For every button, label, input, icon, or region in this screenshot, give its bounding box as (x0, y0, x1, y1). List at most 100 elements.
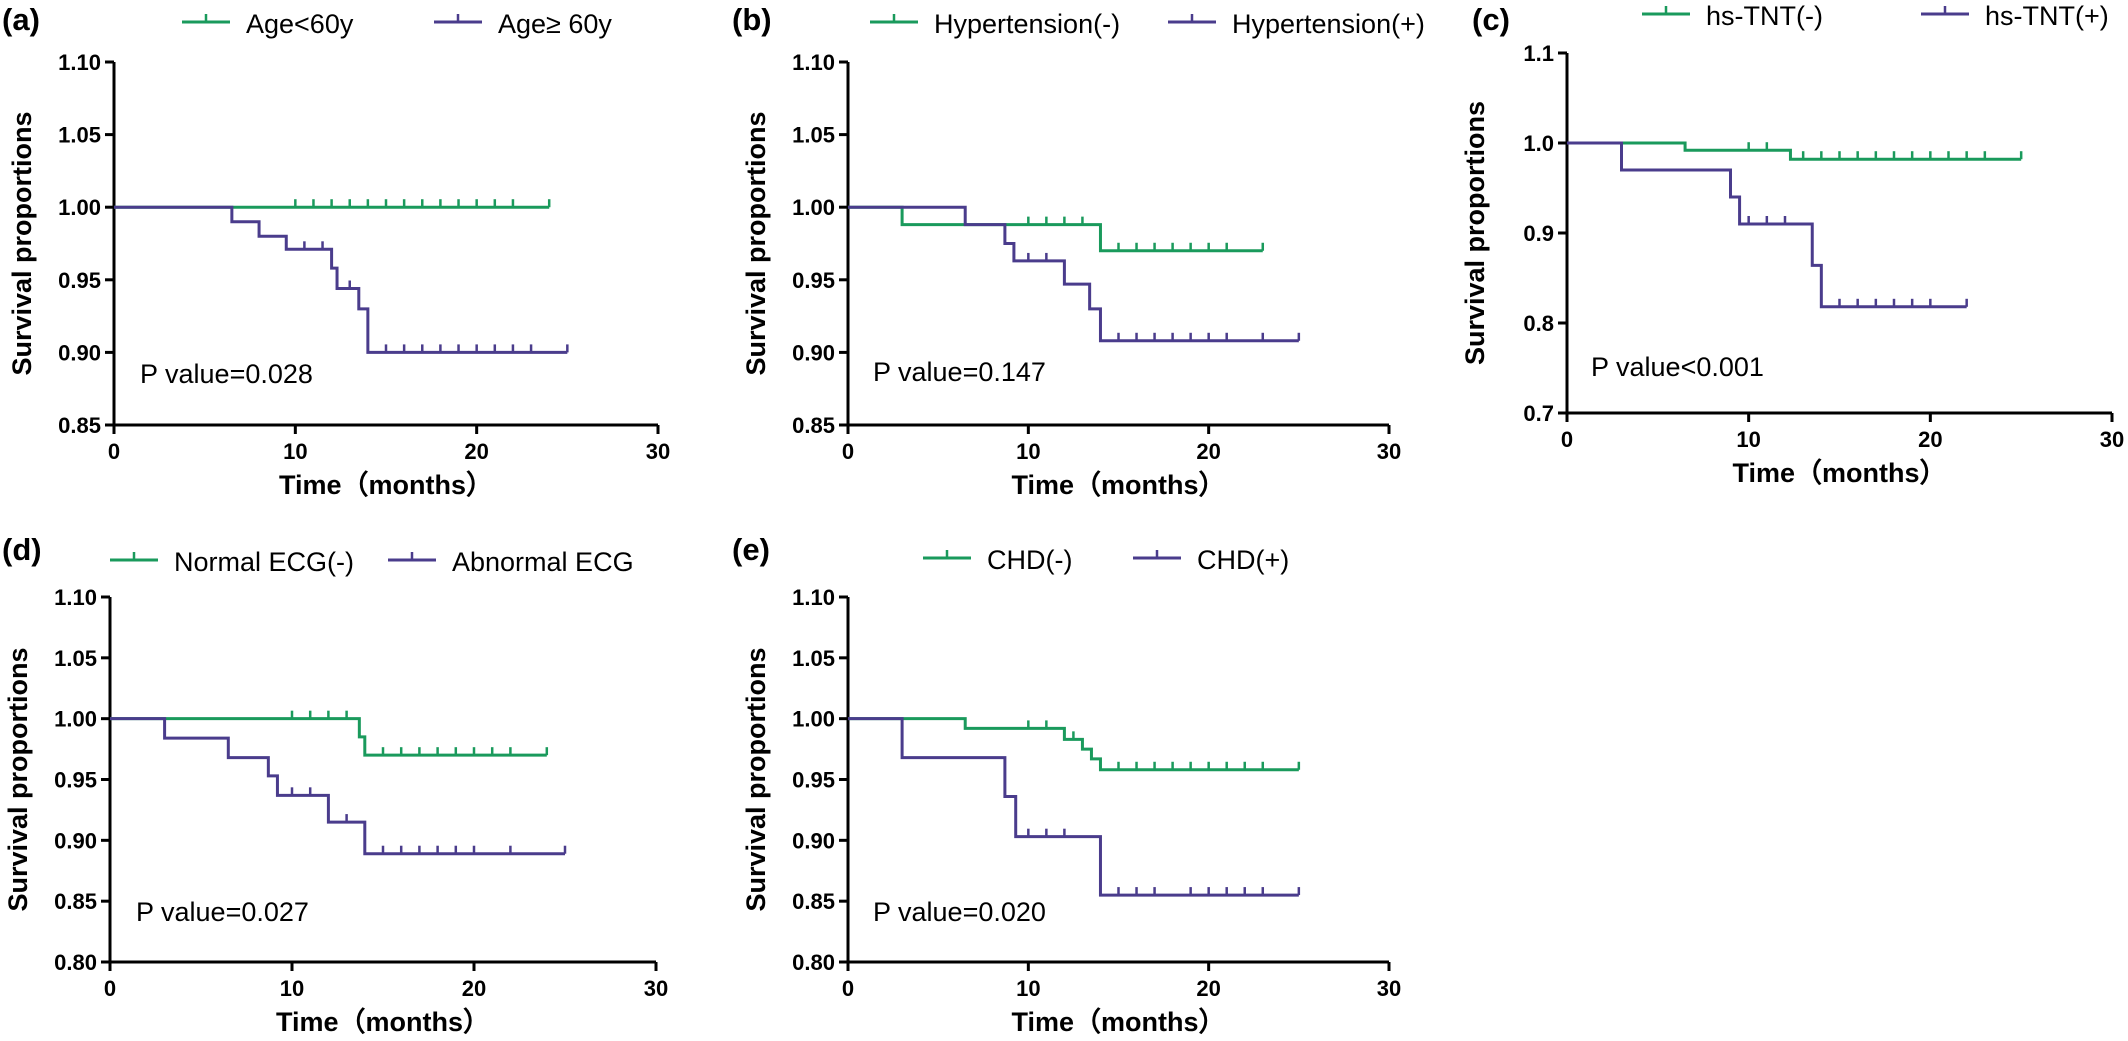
panel-label: (a) (2, 2, 40, 37)
y-tick-label: 0.80 (54, 950, 97, 975)
x-tick-label: 20 (464, 439, 488, 464)
chart-panel-4: (d) 0.80 0.85 0.90 0.95 1.00 1.05 1.10 0 10 20 30 Ti… (2, 532, 668, 1037)
series-green (110, 710, 549, 757)
panel-label: (d) (2, 532, 42, 567)
legend-label: CHD(+) (1197, 545, 1289, 575)
y-tick-label: 1.00 (54, 707, 97, 732)
y-tick-label: 0.8 (1523, 311, 1554, 336)
x-tick-label: 0 (1561, 427, 1573, 452)
x-tick-label: 10 (1736, 427, 1760, 452)
y-tick-label: 1.05 (58, 123, 101, 148)
y-tick-label: 1.05 (792, 123, 835, 148)
legend-label: hs-TNT(-) (1706, 1, 1823, 31)
y-tick-label: 0.85 (792, 413, 835, 438)
survival-curve-green (110, 717, 547, 757)
series-green (1567, 141, 2023, 161)
y-tick-label: 0.95 (792, 768, 835, 793)
x-tick-label: 10 (1016, 976, 1040, 1001)
x-tick-label: 20 (1196, 976, 1220, 1001)
legend-entry-green: CHD(-) (923, 545, 1072, 575)
legend-entry-purple: Hypertension(+) (1168, 9, 1425, 39)
y-tick-label: 1.05 (792, 646, 835, 671)
series-purple (1567, 141, 1968, 309)
p-value-annotation: P value=0.027 (136, 897, 309, 927)
y-tick-label: 0.95 (792, 268, 835, 293)
series-purple (114, 205, 569, 354)
survival-curve-purple (114, 205, 568, 354)
x-tick-label: 20 (1196, 439, 1220, 464)
x-tick-label: 30 (1377, 439, 1401, 464)
y-tick-label: 1.1 (1523, 41, 1554, 66)
survival-curve-purple (110, 717, 565, 856)
x-tick-label: 10 (283, 439, 307, 464)
legend-label: Hypertension(+) (1232, 9, 1425, 39)
y-tick-label: 0.90 (792, 828, 835, 853)
legend-label: Hypertension(-) (934, 9, 1120, 39)
x-tick-label: 0 (104, 976, 116, 1001)
y-axis-title: Survival proportions (1460, 101, 1490, 365)
legend-label: hs-TNT(+) (1985, 1, 2109, 31)
legend-label: Age≥ 60y (498, 9, 612, 39)
p-value-annotation: P value=0.020 (873, 897, 1046, 927)
x-tick-label: 30 (646, 439, 670, 464)
series-purple (110, 717, 567, 856)
x-axis-title: Time（months） (276, 1007, 490, 1037)
x-tick-label: 10 (1016, 439, 1040, 464)
y-axis-title: Survival proportions (741, 647, 771, 911)
y-tick-label: 0.90 (54, 828, 97, 853)
y-tick-label: 1.10 (792, 585, 835, 610)
x-tick-label: 0 (842, 439, 854, 464)
y-tick-label: 0.85 (792, 889, 835, 914)
x-axis-title: Time（months） (279, 470, 493, 500)
series-green (848, 717, 1301, 772)
y-axis-title: Survival proportions (741, 111, 771, 375)
y-tick-label: 0.7 (1523, 401, 1554, 426)
survival-curve-green (1567, 141, 2022, 161)
p-value-annotation: P value<0.001 (1591, 352, 1764, 382)
survival-curve-purple (848, 717, 1299, 897)
legend-label: CHD(-) (987, 545, 1072, 575)
x-tick-label: 0 (108, 439, 120, 464)
legend-label: Abnormal ECG (452, 547, 634, 577)
y-tick-label: 0.95 (54, 768, 97, 793)
survival-curve-purple (848, 205, 1299, 343)
legend-entry-green: Normal ECG(-) (110, 547, 354, 577)
chart-panel-1: (a) 0.85 0.90 0.95 1.00 1.05 1.10 0 10 20 30 Time（m… (2, 2, 670, 500)
panel-label: (c) (1472, 2, 1510, 37)
y-axis-title: Survival proportions (3, 647, 33, 911)
legend-entry-purple: Abnormal ECG (388, 547, 634, 577)
legend-entry-purple: hs-TNT(+) (1921, 1, 2109, 31)
legend-label: Age<60y (246, 9, 354, 39)
y-tick-label: 1.00 (58, 195, 101, 220)
x-tick-label: 10 (280, 976, 304, 1001)
x-tick-label: 20 (462, 976, 486, 1001)
y-tick-label: 0.90 (792, 340, 835, 365)
y-tick-label: 0.80 (792, 950, 835, 975)
series-purple (848, 205, 1301, 343)
y-tick-label: 1.00 (792, 195, 835, 220)
y-tick-label: 0.85 (54, 889, 97, 914)
p-value-annotation: P value=0.147 (873, 357, 1046, 387)
x-axis-title: Time（months） (1011, 1007, 1225, 1037)
y-tick-label: 1.0 (1523, 131, 1554, 156)
y-tick-label: 1.10 (58, 50, 101, 75)
y-tick-label: 1.10 (792, 50, 835, 75)
legend-entry-green: Age<60y (182, 9, 354, 39)
y-tick-label: 1.10 (54, 585, 97, 610)
y-tick-label: 0.9 (1523, 221, 1554, 246)
panel-label: (b) (732, 2, 772, 37)
survival-curve-green (848, 205, 1263, 253)
chart-panel-5: (e) 0.80 0.85 0.90 0.95 1.00 1.05 1.10 0 10 20 30 Ti… (732, 532, 1401, 1037)
survival-curve-purple (1567, 141, 1967, 309)
y-tick-label: 0.90 (58, 340, 101, 365)
y-tick-label: 1.00 (792, 707, 835, 732)
chart-panel-3: (c) 0.7 0.8 0.9 1.0 1.1 0 10 20 30 Time（months） Sur… (1460, 1, 2124, 488)
x-tick-label: 30 (644, 976, 668, 1001)
legend-entry-purple: CHD(+) (1133, 545, 1289, 575)
survival-curve-green (848, 717, 1299, 772)
legend-entry-green: Hypertension(-) (870, 9, 1120, 39)
panel-label: (e) (732, 532, 770, 567)
y-tick-label: 0.85 (58, 413, 101, 438)
legend-entry-purple: Age≥ 60y (434, 9, 612, 39)
